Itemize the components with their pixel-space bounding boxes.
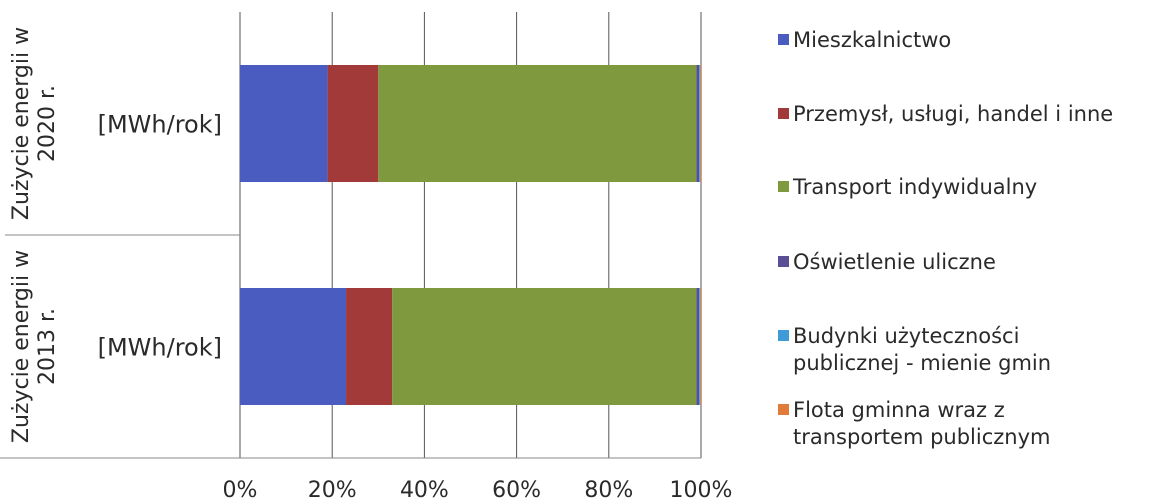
group-label-line: Zużycie energii w (9, 250, 34, 443)
legend-label-line: transportem publicznym (793, 425, 1051, 449)
legend-label-line: Mieszkalnictwo (793, 28, 951, 52)
bar-segment (696, 65, 700, 182)
legend-label: Flota gminna wraz z transportem publiczny… (793, 398, 1051, 449)
legend-swatch (778, 256, 789, 267)
bar-segment (699, 65, 701, 182)
x-tick-label: 20% (308, 478, 357, 499)
legend-swatch (778, 108, 789, 119)
bar-segment (696, 288, 700, 405)
x-tick-label: 100% (670, 478, 733, 499)
bar-segment (700, 65, 701, 182)
legend-swatch (778, 404, 789, 415)
legend-swatch (778, 330, 789, 341)
bar-segment (240, 65, 328, 182)
group-label: Zużycie energii w2020 r. (9, 27, 60, 220)
legend-label: Oświetlenie uliczne (793, 250, 996, 274)
bar-segment (378, 65, 697, 182)
x-tick-label: 40% (400, 478, 449, 499)
legend-label-line: Transport indywidualny (792, 175, 1037, 199)
legend-label: Przemysł, usługi, handel i inne (793, 102, 1113, 126)
bar-segment (700, 288, 701, 405)
x-tick-label: 80% (584, 478, 633, 499)
legend-label-line: Oświetlenie uliczne (793, 250, 996, 274)
legend-label-line: Budynki użyteczności (793, 324, 1019, 348)
x-tick-label: 0% (223, 478, 258, 499)
legend-swatch (778, 181, 789, 192)
group-label-line: Zużycie energii w (9, 27, 34, 220)
bar-segment (346, 288, 393, 405)
x-tick-label: 60% (492, 478, 541, 499)
bar-segment (327, 65, 379, 182)
legend-label-line: Flota gminna wraz z (793, 398, 1005, 422)
bar-segment (392, 288, 697, 405)
group-label: Zużycie energii w2013 r. (9, 250, 60, 443)
bar-segment (240, 288, 347, 405)
group-label-line: 2020 r. (35, 85, 60, 162)
category-label: [MWh/rok] (98, 111, 222, 139)
legend-label-line: publicznej - mienie gmin (793, 351, 1051, 375)
legend-label: Transport indywidualny (792, 175, 1037, 199)
group-label-line: 2013 r. (35, 308, 60, 385)
category-label: [MWh/rok] (98, 334, 222, 362)
legend-swatch (778, 34, 789, 45)
bar-segment (699, 288, 701, 405)
legend-label: Mieszkalnictwo (793, 28, 951, 52)
legend-label-line: Przemysł, usługi, handel i inne (793, 102, 1113, 126)
legend-label: Budynki użyteczności publicznej - mienie … (793, 324, 1051, 375)
